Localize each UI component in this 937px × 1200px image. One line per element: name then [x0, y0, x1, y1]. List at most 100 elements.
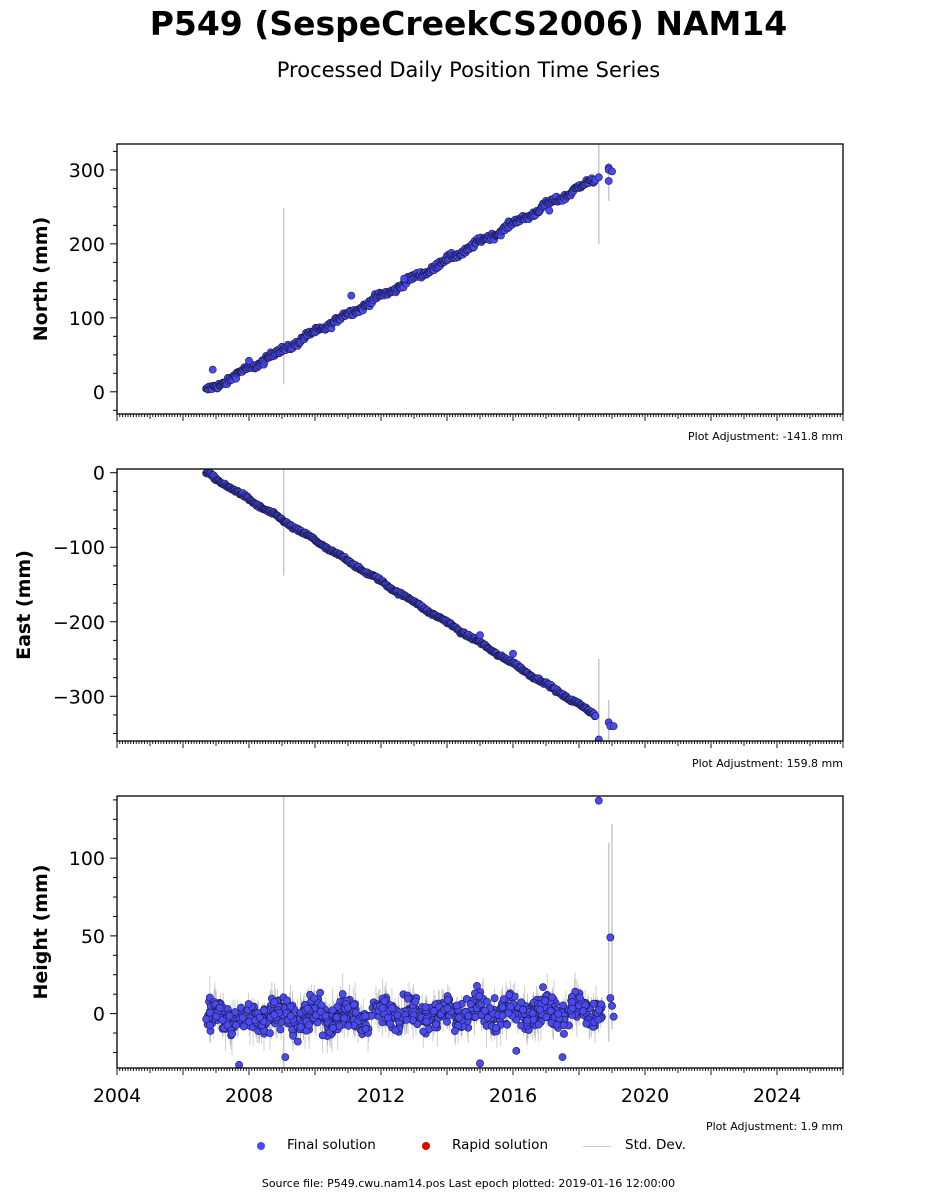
- y-tick-label: 200: [69, 234, 105, 256]
- data-point: [517, 998, 526, 1007]
- data-point: [504, 1009, 513, 1017]
- data-point: [411, 997, 420, 1006]
- data-point: [503, 1020, 512, 1029]
- plot-frame: [116, 143, 844, 415]
- y-axis-label: East (mm): [13, 550, 35, 660]
- data-point: [329, 1024, 337, 1032]
- legend-rapid-marker: [422, 1142, 430, 1150]
- y-tick-label: 0: [93, 463, 105, 485]
- data-point: [391, 1026, 400, 1035]
- data-point: [466, 1000, 475, 1008]
- data-point: [218, 1016, 227, 1025]
- data-point: [534, 1020, 543, 1029]
- data-point: [400, 274, 408, 283]
- data-point: [492, 1024, 500, 1032]
- data-point: [223, 1021, 232, 1030]
- legend-rapid-label: Rapid solution: [452, 1137, 548, 1153]
- x-tick-label: 2020: [621, 1085, 669, 1107]
- data-point: [539, 983, 547, 992]
- data-point: [361, 1024, 370, 1033]
- panel-1: 0 100 200 300 North (mm) Plot Adjustment: -14…: [30, 143, 844, 443]
- legend-stddev-label: Std. Dev.: [625, 1137, 686, 1153]
- data-point: [595, 1006, 603, 1014]
- data-point: [542, 1013, 551, 1022]
- data-point: [509, 649, 517, 658]
- data-point: [338, 990, 347, 998]
- data-point: [594, 1015, 603, 1024]
- data-point: [608, 167, 616, 176]
- data-point: [361, 1012, 370, 1021]
- data-point: [296, 1023, 305, 1032]
- y-tick-label: −200: [53, 612, 105, 634]
- data-point: [475, 992, 484, 1001]
- data-point: [536, 1005, 544, 1014]
- y-tick-label: 100: [69, 308, 105, 330]
- data-point: [225, 1012, 234, 1020]
- data-point: [212, 1012, 221, 1021]
- legend-stddev-line: [583, 1146, 611, 1147]
- data-point: [403, 994, 412, 1003]
- data-point: [266, 1029, 274, 1037]
- data-point: [545, 206, 554, 215]
- data-point: [452, 1001, 461, 1010]
- data-point: [589, 999, 598, 1008]
- data-point: [378, 1004, 387, 1012]
- data-point: [393, 1011, 402, 1020]
- data-point: [228, 1030, 236, 1038]
- data-point: [321, 1011, 330, 1020]
- y-tick-label: 100: [69, 848, 105, 870]
- data-point: [283, 996, 291, 1005]
- data-point: [232, 1021, 240, 1029]
- x-tick-label: 2008: [225, 1085, 273, 1107]
- data-point: [238, 1013, 247, 1022]
- y-axis-label: North (mm): [30, 217, 52, 342]
- data-point: [206, 1008, 214, 1017]
- data-point: [591, 712, 600, 720]
- data-point: [422, 1017, 431, 1026]
- data-point: [316, 988, 325, 997]
- data-point: [609, 1012, 618, 1021]
- data-point: [506, 1002, 515, 1011]
- data-point: [594, 735, 603, 741]
- data-point: [402, 1015, 411, 1024]
- data-point: [606, 994, 615, 1002]
- data-point: [499, 995, 508, 1003]
- data-point: [554, 1009, 563, 1018]
- data-point: [318, 1031, 327, 1040]
- y-tick-label: 300: [69, 160, 105, 182]
- data-point: [568, 998, 577, 1006]
- y-tick-label: −100: [53, 537, 105, 559]
- data-point: [245, 356, 253, 365]
- data-point: [205, 1021, 214, 1030]
- data-point: [432, 1020, 440, 1029]
- data-point: [464, 1012, 473, 1020]
- data-point: [340, 1014, 349, 1023]
- data-point: [421, 1003, 430, 1012]
- data-point: [594, 173, 603, 182]
- chart-subtitle: Processed Daily Position Time Series: [276, 58, 661, 82]
- data-point: [332, 1013, 341, 1022]
- data-point: [270, 998, 279, 1006]
- data-point: [202, 1015, 211, 1024]
- data-point: [559, 1001, 567, 1010]
- data-point: [476, 1059, 484, 1068]
- data-point: [476, 631, 484, 640]
- legend-final-label: Final solution: [287, 1137, 376, 1153]
- legend-final-marker: [257, 1142, 265, 1150]
- data-point: [462, 994, 471, 1003]
- data-point: [344, 1021, 353, 1030]
- data-point: [347, 291, 356, 300]
- source-footer: Source file: P549.cwu.nam14.pos Last epo…: [261, 1177, 676, 1190]
- x-tick-label: 2012: [357, 1085, 405, 1107]
- data-point: [498, 1003, 507, 1012]
- data-point: [560, 1029, 568, 1038]
- x-tick-label: 2004: [93, 1085, 141, 1107]
- data-point: [575, 993, 584, 1002]
- data-point: [505, 990, 514, 999]
- data-point: [351, 1008, 360, 1017]
- plot-adjustment-note: Plot Adjustment: 1.9 mm: [706, 1120, 843, 1133]
- data-point: [419, 1027, 428, 1036]
- data-point: [443, 995, 452, 1004]
- data-point: [604, 177, 613, 185]
- data-point: [239, 1022, 248, 1031]
